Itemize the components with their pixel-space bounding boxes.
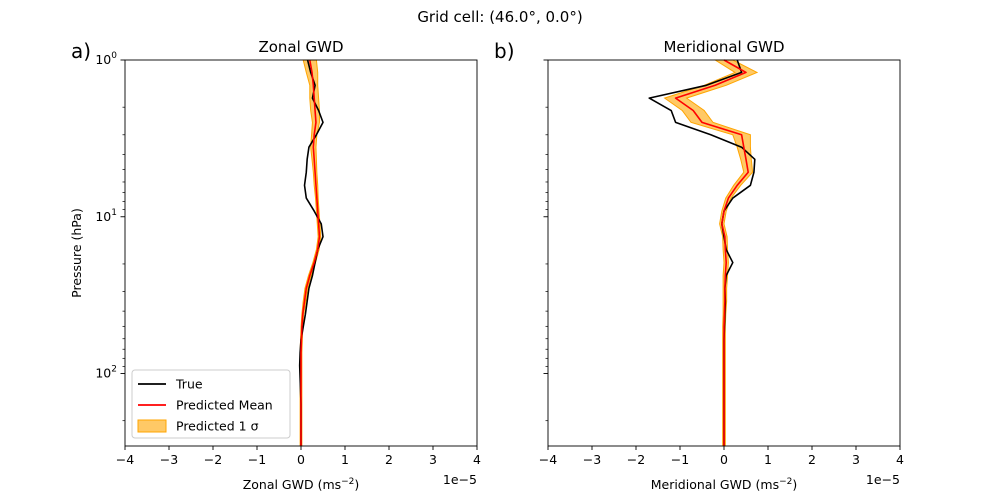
x-tick-label: 0 <box>297 452 305 467</box>
y-tick-label: 100 <box>95 51 117 67</box>
legend-label: Predicted 1 σ <box>176 419 259 434</box>
predicted-mean-line <box>674 59 750 446</box>
x-tick-label: 2 <box>808 452 816 467</box>
legend-label: Predicted Mean <box>176 398 273 413</box>
x-tick-label: −4 <box>116 452 134 467</box>
x-tick-label: −2 <box>204 452 222 467</box>
legend: True Predicted Mean Predicted 1 σ <box>131 369 291 439</box>
x-axis-label: Zonal GWD (ms−2) <box>243 477 360 492</box>
panel-title: Meridional GWD <box>663 38 784 56</box>
legend-box <box>131 369 291 439</box>
x-tick-label: −3 <box>583 452 601 467</box>
x-tick-label: 2 <box>385 452 393 467</box>
x-tick-label: −4 <box>539 452 557 467</box>
x-tick-label: 3 <box>852 452 860 467</box>
x-axis-label: Meridional GWD (ms−2) <box>651 477 798 492</box>
predicted-mean-line <box>300 59 321 446</box>
x-tick-label: −1 <box>248 452 266 467</box>
x-tick-label: 4 <box>473 452 481 467</box>
x-tick-label: −1 <box>671 452 689 467</box>
y-tick-label: 102 <box>95 365 117 381</box>
x-tick-label: −3 <box>160 452 178 467</box>
y-axis-label: Pressure (hPa) <box>69 208 84 298</box>
x-offset-label: 1e−5 <box>443 472 477 487</box>
legend-label: True <box>175 377 203 392</box>
panel-title: Zonal GWD <box>258 38 343 56</box>
x-tick-label: 1 <box>764 452 772 467</box>
x-offset-label: 1e−5 <box>866 472 900 487</box>
x-tick-label: 4 <box>896 452 904 467</box>
panel-label: a) <box>71 39 91 63</box>
x-tick-label: −2 <box>627 452 645 467</box>
legend-swatch-band <box>137 419 167 433</box>
x-tick-label: 0 <box>720 452 728 467</box>
y-tick-label: 101 <box>95 208 117 224</box>
panel-2: −4 −3 −2 −1 0 1 2 3 4 Meridional GWD b) 1e−5 Meridio… <box>494 38 904 492</box>
figure-suptitle: Grid cell: (46.0°, 0.0°) <box>417 8 582 26</box>
x-tick-label: 1 <box>341 452 349 467</box>
panel-label: b) <box>494 39 515 63</box>
panel-1: −4 −3 −2 −1 0 1 2 3 4 100 101 102 Zonal GWD a) 1e−5 Zon… <box>69 38 481 492</box>
x-tick-label: 3 <box>429 452 437 467</box>
